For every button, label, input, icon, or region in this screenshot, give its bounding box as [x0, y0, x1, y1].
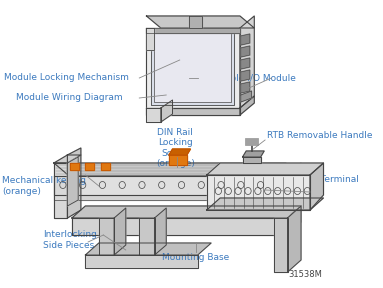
Polygon shape [240, 16, 254, 108]
Polygon shape [189, 16, 202, 28]
Polygon shape [101, 163, 110, 170]
Polygon shape [85, 255, 198, 268]
Polygon shape [72, 206, 301, 218]
Polygon shape [85, 243, 211, 255]
Polygon shape [67, 157, 78, 206]
Polygon shape [146, 108, 161, 122]
Polygon shape [242, 151, 264, 157]
Polygon shape [54, 176, 286, 195]
Polygon shape [67, 148, 81, 218]
Polygon shape [241, 82, 250, 93]
Text: Module Wiring Diagram: Module Wiring Diagram [16, 94, 123, 103]
Text: Interlocking
Side Pieces: Interlocking Side Pieces [43, 230, 97, 250]
Polygon shape [241, 58, 250, 69]
Polygon shape [207, 175, 310, 210]
Polygon shape [288, 206, 301, 272]
Text: Removable Terminal
Block (RTB): Removable Terminal Block (RTB) [267, 175, 359, 195]
Polygon shape [139, 218, 155, 255]
Polygon shape [54, 155, 81, 163]
Polygon shape [70, 163, 79, 170]
Polygon shape [151, 30, 234, 105]
Polygon shape [85, 163, 94, 170]
Polygon shape [114, 208, 126, 255]
Text: Module Locking Mechanism: Module Locking Mechanism [5, 73, 129, 82]
Polygon shape [169, 149, 190, 155]
Polygon shape [241, 91, 252, 102]
Polygon shape [146, 28, 154, 50]
Polygon shape [146, 16, 254, 28]
Polygon shape [207, 163, 324, 175]
Polygon shape [99, 218, 114, 255]
Text: Mechanical keying
(orange): Mechanical keying (orange) [2, 176, 86, 196]
Polygon shape [310, 163, 324, 210]
Text: RTB Removable Handle: RTB Removable Handle [267, 132, 372, 141]
Polygon shape [146, 28, 240, 33]
Text: DIN Rail
Locking
Screw
(orange): DIN Rail Locking Screw (orange) [156, 128, 195, 168]
Polygon shape [286, 163, 301, 195]
Polygon shape [154, 33, 231, 102]
Polygon shape [146, 108, 240, 115]
Polygon shape [169, 155, 187, 165]
Polygon shape [242, 157, 260, 163]
Polygon shape [288, 206, 301, 235]
Text: Mounting Base: Mounting Base [162, 253, 229, 262]
Polygon shape [241, 34, 250, 45]
Polygon shape [54, 163, 67, 218]
Text: 31538M: 31538M [288, 270, 322, 279]
Polygon shape [241, 46, 250, 57]
Polygon shape [240, 96, 254, 115]
Polygon shape [241, 70, 250, 81]
Polygon shape [155, 208, 166, 255]
Polygon shape [207, 198, 324, 210]
Polygon shape [54, 163, 301, 176]
Bar [245, 138, 258, 145]
Polygon shape [146, 28, 240, 108]
Polygon shape [72, 218, 288, 235]
Text: Insertable I/O Module: Insertable I/O Module [200, 73, 296, 82]
Polygon shape [274, 218, 288, 272]
Polygon shape [161, 100, 172, 122]
Polygon shape [54, 195, 286, 200]
